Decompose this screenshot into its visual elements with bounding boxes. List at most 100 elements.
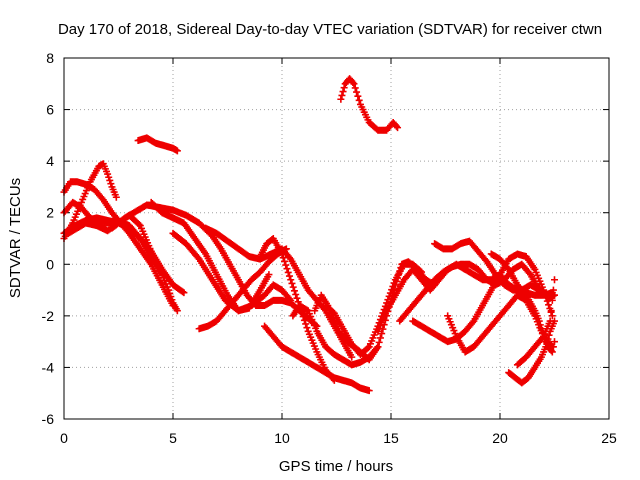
data-point: [535, 317, 543, 325]
plot-frame: [63, 57, 610, 420]
x-tick-labels: 0 5 10 15 20 25: [60, 430, 617, 446]
series-arc-i: [169, 229, 295, 315]
y-tick-label: 0: [46, 256, 54, 272]
data-point: [388, 286, 396, 294]
data-point: [289, 283, 297, 291]
data-point: [112, 193, 120, 201]
data-point: [378, 330, 386, 338]
data-point: [385, 292, 393, 300]
data-point: [418, 268, 426, 276]
series-arc-e: [64, 211, 155, 255]
data-point: [548, 312, 556, 320]
x-tick-label: 15: [383, 430, 399, 446]
data-point: [544, 335, 552, 343]
x-tick-label: 0: [60, 430, 68, 446]
y-tick-label: -2: [42, 308, 55, 324]
data-point: [542, 343, 550, 351]
data-point: [179, 288, 187, 296]
data-point: [538, 334, 546, 342]
data-point: [546, 317, 554, 325]
data-point: [547, 307, 555, 315]
x-tick-label: 20: [492, 430, 508, 446]
data-point: [547, 347, 555, 355]
data-point: [337, 95, 345, 103]
data-point: [339, 88, 347, 96]
data-point: [288, 279, 296, 287]
series-arc-m: [261, 322, 373, 395]
data-point: [173, 307, 181, 315]
series-arc-c: [60, 178, 177, 310]
data-point: [353, 88, 361, 96]
data-point: [375, 338, 383, 346]
data-point: [298, 309, 306, 317]
series-arc-t: [409, 250, 556, 346]
data-point: [549, 343, 557, 351]
y-axis-title: SDTVAR / TECUs: [7, 178, 24, 298]
data-point: [290, 287, 298, 295]
y-tick-labels: -6 -4 -2 0 2 4 6 8: [42, 50, 55, 427]
data-point: [299, 313, 307, 321]
data-point: [348, 353, 356, 361]
data-point: [300, 316, 308, 324]
data-point: [386, 289, 394, 297]
data-point: [548, 296, 556, 304]
data-point: [355, 96, 363, 104]
data-point: [287, 276, 295, 284]
data-point: [525, 269, 533, 277]
series-arc-k: [202, 224, 356, 361]
data-point: [180, 289, 188, 297]
data-point: [354, 92, 362, 100]
x-tick-label: 5: [169, 430, 177, 446]
data-point: [390, 279, 398, 287]
data-point: [169, 302, 177, 310]
data-point: [285, 254, 293, 262]
series-arc-p: [322, 260, 426, 359]
data-point: [543, 339, 551, 347]
data-point: [292, 290, 300, 298]
data-point: [536, 321, 544, 329]
data-point: [285, 272, 293, 280]
data-point: [548, 348, 556, 356]
y-tick-label: -6: [42, 411, 55, 427]
data-point: [278, 250, 286, 258]
data-point: [469, 318, 477, 326]
data-point: [173, 147, 181, 155]
data-point: [349, 78, 357, 86]
data-point: [549, 286, 557, 294]
chart-title: Day 170 of 2018, Sidereal Day-to-day VTE…: [58, 21, 602, 38]
data-point: [416, 267, 424, 275]
data-point: [338, 91, 346, 99]
data-point: [350, 80, 358, 88]
data-point: [374, 343, 382, 351]
x-axis-title: GPS time / hours: [279, 458, 393, 475]
series-arc-y: [513, 276, 558, 369]
data-point: [135, 220, 143, 228]
data-points: [60, 75, 558, 395]
data-point: [265, 271, 273, 279]
data-point: [551, 291, 558, 299]
data-point: [280, 257, 288, 265]
data-point: [285, 295, 293, 303]
data-point: [104, 170, 112, 178]
data-point: [302, 320, 310, 328]
data-point: [392, 122, 400, 130]
y-tick-label: 8: [46, 50, 54, 66]
data-point: [284, 268, 292, 276]
series-arc-u: [431, 237, 558, 302]
y-tick-label: 2: [46, 205, 54, 221]
data-point: [293, 294, 301, 302]
data-point: [279, 254, 287, 262]
data-point: [521, 290, 529, 298]
data-point: [340, 84, 348, 92]
data-point: [376, 334, 384, 342]
data-point: [105, 173, 113, 181]
data-point: [364, 344, 372, 352]
x-tick-label: 10: [274, 430, 290, 446]
data-point: [545, 331, 553, 339]
y-tick-label: 6: [46, 102, 54, 118]
x-tick-label: 25: [601, 430, 617, 446]
data-point: [551, 276, 558, 284]
y-tick-label: 4: [46, 153, 54, 169]
data-point: [551, 338, 558, 346]
